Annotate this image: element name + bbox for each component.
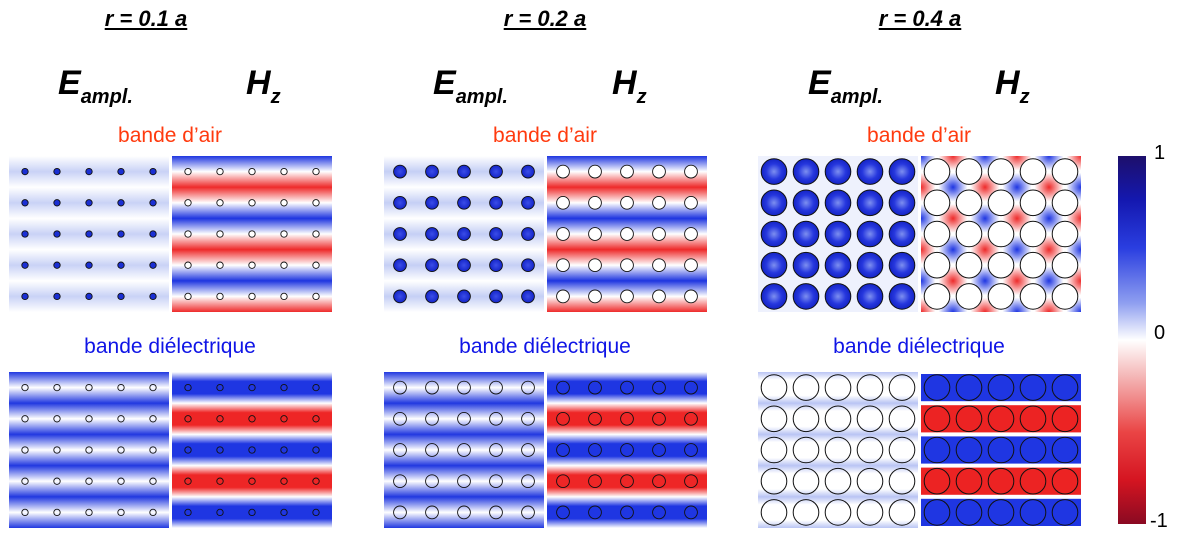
field-label-e: Eampl. [58, 64, 133, 108]
field-label-e: Eampl. [808, 64, 883, 108]
band-label-air: bande d’air [118, 124, 222, 147]
header-r-0.1: r = 0.1 a [104, 6, 188, 31]
band-label-dielectric: bande diélectrique [459, 335, 631, 358]
field-label-hz: Hz [995, 64, 1030, 108]
band-label-air: bande d’air [867, 124, 971, 147]
colorbar-min-label: -1 [1150, 510, 1168, 532]
colorbar-mid-label: 0 [1154, 322, 1166, 344]
field-map-r04-diel-hz [921, 372, 1081, 528]
field-label-hz: Hz [612, 64, 647, 108]
field-map-r02-diel-e [384, 372, 544, 528]
field-map-r04-diel-e [758, 372, 918, 528]
band-label-dielectric: bande diélectrique [833, 335, 1005, 358]
field-map-r02-air-hz [547, 156, 707, 312]
field-map-r01-air-hz [172, 156, 332, 312]
field-map-r01-diel-e [9, 372, 169, 528]
colorbar [1118, 156, 1146, 524]
field-label-hz: Hz [246, 64, 281, 108]
colorbar-max-label: 1 [1154, 142, 1166, 164]
header-r-0.2: r = 0.2 a [503, 6, 587, 31]
field-map-r01-air-e [9, 156, 169, 312]
field-map-r02-air-e [384, 156, 544, 312]
field-map-r02-diel-hz [547, 372, 707, 528]
band-label-air: bande d’air [493, 124, 597, 147]
field-label-e: Eampl. [433, 64, 508, 108]
field-map-r01-diel-hz [172, 372, 332, 528]
band-label-dielectric: bande diélectrique [84, 335, 256, 358]
field-map-r04-air-e [758, 156, 918, 312]
field-map-r04-air-hz [921, 156, 1081, 312]
header-r-0.4: r = 0.4 a [878, 6, 962, 31]
